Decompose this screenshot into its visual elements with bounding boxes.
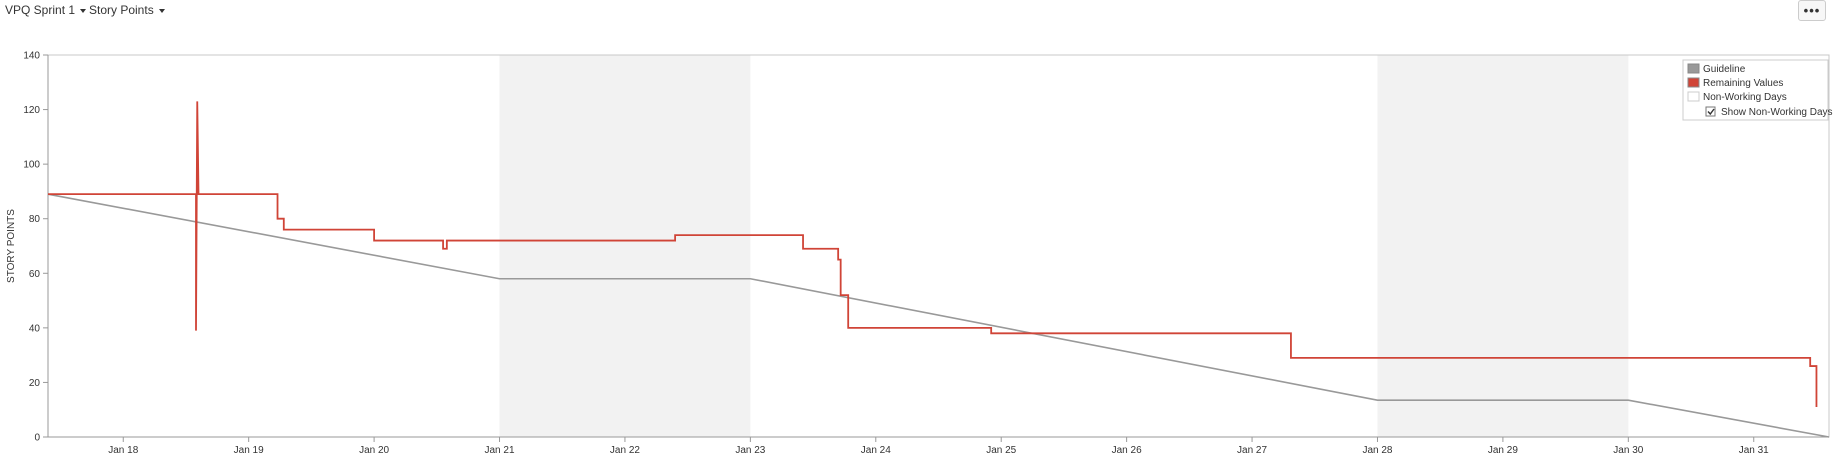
y-tick-label: 40 <box>29 323 41 334</box>
axes <box>47 54 1830 438</box>
y-axis-ticks: 0 20 40 60 80 100 120 140 <box>23 51 48 444</box>
y-axis-title: STORY POINTS <box>6 209 17 283</box>
x-tick-label: Jan 28 <box>1362 445 1392 456</box>
legend-swatch-guideline <box>1687 63 1700 74</box>
x-tick-label: Jan 30 <box>1613 445 1643 456</box>
sprint-picker-label: VPQ Sprint 1 <box>5 3 76 17</box>
x-tick-label: Jan 26 <box>1112 445 1142 456</box>
x-tick-label: Jan 20 <box>359 445 389 456</box>
legend-label-guideline: Guideline <box>1703 64 1746 75</box>
legend-label-remaining-values: Remaining Values <box>1703 78 1783 89</box>
x-tick-label: Jan 24 <box>861 445 891 456</box>
checkbox-box[interactable] <box>1705 106 1716 117</box>
sprint-picker[interactable]: VPQ Sprint 1 <box>5 3 87 17</box>
x-tick-label: Jan 29 <box>1488 445 1518 456</box>
y-tick-label: 0 <box>34 433 40 444</box>
legend-label-non-working-days: Non-Working Days <box>1703 92 1787 103</box>
y-tick-label: 100 <box>23 160 40 171</box>
x-tick-label: Jan 19 <box>234 445 264 456</box>
legend-swatch-non-working-days <box>1687 91 1700 102</box>
y-tick-label: 20 <box>29 378 41 389</box>
more-options-button[interactable]: ••• <box>1798 0 1826 21</box>
y-tick-label: 60 <box>29 269 41 280</box>
x-tick-label: Jan 27 <box>1237 445 1267 456</box>
estimation-statistic-picker[interactable]: Story Points <box>89 3 165 17</box>
series-line-remaining-values <box>48 101 1818 407</box>
non-working-band-1 <box>499 55 751 437</box>
x-axis-ticks: Jan 18 Jan 19 Jan 20 Jan 21 Jan 22 Jan 23 Jan … <box>108 437 1769 456</box>
non-working-band-2 <box>1377 55 1629 437</box>
legend-swatch-remaining-values <box>1687 77 1700 88</box>
non-working-days-layer <box>499 55 1629 437</box>
y-tick-label: 80 <box>29 214 41 225</box>
estimation-statistic-label: Story Points <box>89 3 154 17</box>
x-tick-label: Jan 18 <box>108 445 138 456</box>
y-tick-label: 120 <box>23 105 40 116</box>
x-tick-label: Jan 25 <box>986 445 1016 456</box>
x-tick-label: Jan 22 <box>610 445 640 456</box>
x-tick-label: Jan 31 <box>1739 445 1769 456</box>
x-tick-label: Jan 21 <box>485 445 515 456</box>
chart-toolbar: VPQ Sprint 1 Story Points ••• <box>0 0 1838 22</box>
series-line-guideline <box>47 193 1830 438</box>
y-tick-label: 140 <box>23 51 40 62</box>
chart-legend: Guideline Remaining Values Non-Working D… <box>1682 59 1833 121</box>
series-layer <box>47 101 1830 438</box>
x-tick-label: Jan 23 <box>735 445 765 456</box>
checkmark-icon <box>1707 108 1715 116</box>
chevron-down-icon <box>80 8 87 13</box>
show-non-working-days-checkbox[interactable] <box>1705 106 1716 117</box>
more-icon: ••• <box>1803 3 1821 18</box>
show-non-working-days-label: Show Non-Working Days <box>1721 107 1833 118</box>
chevron-down-icon <box>158 8 165 13</box>
